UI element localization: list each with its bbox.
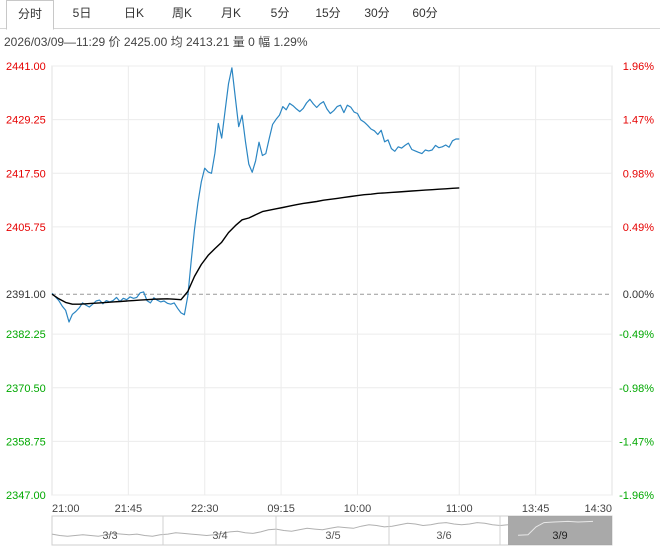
- navigator-date-label: 3/6: [436, 530, 451, 542]
- pct-tick-label: 0.00%: [623, 289, 654, 301]
- change-value: 1.29%: [273, 35, 308, 49]
- y-tick-label: 2358.75: [6, 436, 46, 448]
- average-series-line: [51, 187, 460, 305]
- average-label: 均: [170, 35, 183, 49]
- period-tab-bar: 分时 5日 日K 周K 月K 5分 15分 30分 60分: [0, 0, 660, 30]
- y-tick-label: 2391.00: [6, 289, 46, 301]
- y-tick-label: 2405.75: [6, 222, 46, 234]
- navigator-date-label: 3/5: [325, 530, 340, 542]
- plot-frame: [51, 65, 613, 496]
- tab-weekly-k[interactable]: 周K: [171, 6, 192, 20]
- price-series-line: [51, 67, 460, 323]
- y-tick-label: 2417.50: [6, 168, 46, 180]
- chart-axes: 2441.00 1.96% 2429.25 1.47% 2417.50 0.98% 2405…: [6, 61, 654, 515]
- y-tick-label: 2441.00: [6, 61, 46, 73]
- x-tick-label: 14:30: [584, 503, 612, 515]
- y-tick-label: 2347.00: [6, 490, 46, 502]
- tab-30-min[interactable]: 30分: [364, 6, 390, 20]
- change-label: 幅: [258, 35, 271, 49]
- price-label: 价: [108, 35, 121, 49]
- pct-tick-label: -0.49%: [619, 329, 654, 341]
- navigator-overview-line: [51, 522, 509, 537]
- volume-value: 0: [248, 35, 255, 49]
- pct-tick-label: 0.49%: [623, 222, 654, 234]
- y-tick-label: 2370.50: [6, 383, 46, 395]
- navigator-date-label: 3/9: [552, 530, 567, 542]
- tab-5-day[interactable]: 5日: [72, 6, 92, 20]
- x-tick-label: 09:15: [267, 503, 295, 515]
- tab-intraday[interactable]: 分时: [6, 0, 54, 30]
- volume-label: 量: [232, 35, 245, 49]
- navigator-selection: [508, 516, 612, 545]
- navigator-selection-line: [517, 520, 594, 536]
- quote-datetime: 2026/03/09—11:29: [4, 35, 106, 49]
- chart-grid: [51, 65, 613, 496]
- x-tick-label: 22:30: [191, 503, 219, 515]
- navigator-date-label: 3/3: [102, 530, 117, 542]
- tab-daily-k[interactable]: 日K: [123, 6, 144, 20]
- range-navigator[interactable]: 3/3 3/4 3/5 3/6 3/9: [51, 515, 613, 546]
- pct-tick-label: 0.98%: [623, 168, 654, 180]
- x-tick-label: 13:45: [522, 503, 550, 515]
- quote-info-bar: 2026/03/09—11:29 价 2425.00 均 2413.21 量 0…: [4, 33, 308, 50]
- pct-tick-label: 1.96%: [623, 61, 654, 73]
- x-tick-label: 11:00: [446, 503, 473, 515]
- tab-5-min[interactable]: 5分: [270, 6, 290, 20]
- price-value: 2425.00: [123, 35, 168, 49]
- average-value: 2413.21: [186, 35, 230, 49]
- navigator-track: [51, 515, 613, 546]
- x-tick-label: 21:45: [115, 503, 143, 515]
- pct-tick-label: -1.47%: [619, 436, 654, 448]
- tab-monthly-k[interactable]: 月K: [220, 6, 241, 20]
- pct-tick-label: -1.96%: [619, 490, 654, 502]
- navigator-date-label: 3/4: [212, 530, 227, 542]
- y-tick-label: 2429.25: [6, 115, 46, 127]
- pct-tick-label: 1.47%: [623, 115, 654, 127]
- tab-15-min[interactable]: 15分: [315, 6, 341, 20]
- x-tick-label: 21:00: [52, 503, 80, 515]
- pct-tick-label: -0.98%: [619, 383, 654, 395]
- x-tick-label: 10:00: [344, 503, 372, 515]
- chart-series: [51, 67, 460, 323]
- y-tick-label: 2382.25: [6, 329, 46, 341]
- tab-60-min[interactable]: 60分: [412, 6, 438, 20]
